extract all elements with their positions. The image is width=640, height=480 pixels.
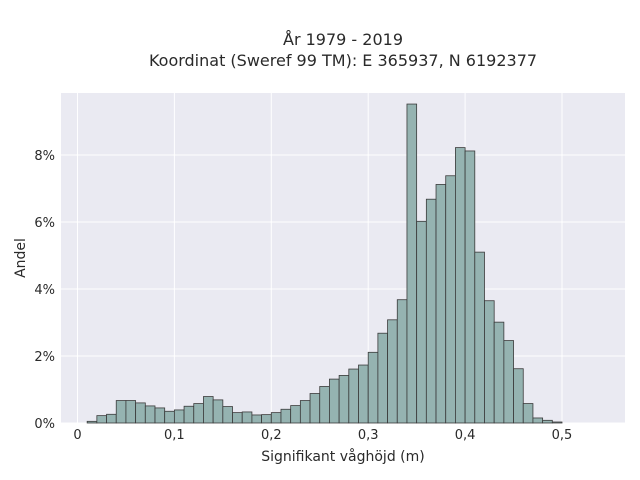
histogram-bar-22 (299, 400, 311, 424)
histogram-bar-38 (455, 147, 466, 424)
histogram-bar-3 (115, 400, 127, 424)
x-axis-label: Signifikant våghöjd (m) (261, 448, 424, 465)
histogram-bar-35 (425, 198, 437, 424)
histogram-bar-13 (212, 399, 224, 424)
histogram-bar-8 (164, 410, 175, 424)
histogram-bar-46 (532, 417, 544, 424)
x-tick-label-5: 0,5 (552, 428, 573, 443)
histogram-bar-36 (435, 184, 447, 424)
histogram-bar-11 (193, 403, 204, 424)
histogram-bar-10 (183, 405, 195, 424)
histogram-bar-25 (329, 378, 340, 424)
x-tick-label-2: 0,2 (261, 428, 282, 443)
histogram-bar-20 (280, 408, 292, 424)
histogram-bar-39 (464, 150, 476, 424)
bars (86, 103, 563, 424)
histogram-bar-43 (503, 340, 514, 424)
histogram-bar-12 (203, 396, 214, 424)
y-tick-label-4: 8% (34, 149, 55, 164)
histogram-bar-26 (338, 375, 350, 424)
histogram-bar-21 (290, 405, 301, 424)
y-tick-label-3: 6% (34, 216, 55, 231)
histogram-bar-6 (144, 405, 156, 424)
histogram-bar-28 (358, 364, 369, 424)
histogram-bar-9 (173, 409, 185, 424)
chart-subtitle: Koordinat (Sweref 99 TM): E 365937, N 61… (149, 51, 537, 70)
histogram-bar-47 (542, 419, 553, 424)
x-tick-label-0: 0 (73, 428, 81, 443)
histogram-bar-40 (474, 251, 485, 424)
histogram-bar-33 (406, 103, 418, 424)
histogram-bar-2 (106, 413, 117, 424)
x-tick-label-1: 0,1 (164, 428, 185, 443)
y-axis-label: Andel (13, 238, 29, 278)
histogram-bar-31 (387, 319, 398, 424)
chart-title: År 1979 - 2019 (283, 30, 403, 49)
histogram-bar-34 (416, 220, 427, 424)
x-tick-label-3: 0,3 (358, 428, 379, 443)
histogram-bar-30 (377, 332, 388, 424)
histogram-bar-14 (222, 406, 233, 424)
plot-area (61, 93, 625, 423)
histogram-bar-48 (551, 421, 563, 424)
histogram-bar-19 (270, 412, 282, 424)
y-tick-label-0: 0% (34, 417, 55, 432)
histogram-bar-4 (125, 400, 137, 424)
histogram-bar-42 (493, 321, 505, 424)
x-tick-label-4: 0,4 (455, 428, 476, 443)
y-tick-label-1: 2% (34, 350, 55, 365)
histogram-bar-24 (319, 386, 330, 424)
histogram-bar-0 (86, 420, 98, 424)
histogram-bar-18 (261, 414, 272, 424)
x-tick-labels: 0 0,1 0,2 0,3 0,4 0,5 (73, 428, 572, 443)
histogram-bar-45 (522, 403, 534, 424)
y-tick-label-2: 4% (34, 283, 55, 298)
histogram-bar-1 (96, 415, 107, 424)
histogram-bar-37 (445, 175, 456, 424)
histogram-bar-7 (154, 407, 166, 424)
histogram-bar-5 (135, 402, 146, 424)
histogram-bar-15 (232, 412, 243, 424)
y-tick-labels: 0% 2% 4% 6% 8% (34, 149, 55, 432)
histogram-bar-23 (309, 393, 321, 424)
histogram-bar-27 (348, 368, 359, 424)
histogram-bar-41 (484, 300, 495, 424)
histogram-bar-44 (513, 368, 524, 424)
histogram-bar-17 (251, 414, 262, 424)
histogram-bar-32 (396, 299, 408, 424)
histogram-bar-16 (241, 411, 253, 424)
histogram-bar-29 (367, 351, 379, 424)
